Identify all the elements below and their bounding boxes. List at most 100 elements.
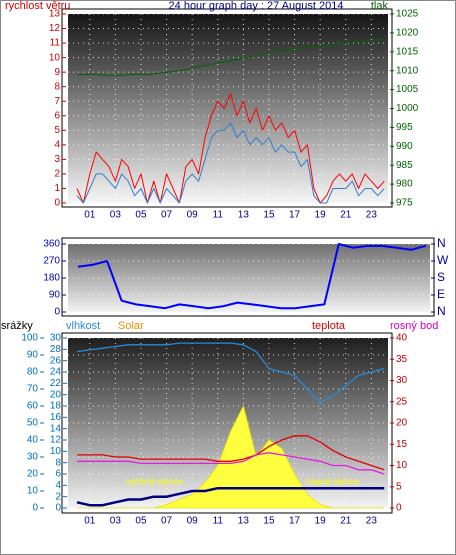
y-tick-label: 10 xyxy=(49,52,61,63)
x-tick-label: 09 xyxy=(187,210,199,221)
line xyxy=(76,486,385,507)
y-tick-label: S xyxy=(437,270,445,284)
y-tick-label: 6 xyxy=(54,110,60,121)
y-tick-label: 5 xyxy=(54,125,60,136)
x-tick-label: 01 xyxy=(84,516,96,527)
y-tick-label: 60 xyxy=(27,401,39,412)
y-tick-label: 30 xyxy=(396,375,408,386)
y-tick-label: 70 xyxy=(27,384,39,395)
x-tick-label: 05 xyxy=(135,210,147,221)
x-tick-label: 05 xyxy=(135,516,147,527)
y-tick-label: 1 xyxy=(54,183,60,194)
y-tick-label: 8 xyxy=(54,81,60,92)
y-tick-label: 50 xyxy=(27,418,39,429)
y-tick-label: 1015 xyxy=(396,46,419,57)
y-tick-label: 10 xyxy=(50,446,62,457)
line xyxy=(77,435,385,471)
x-tick-label: 17 xyxy=(289,210,301,221)
x-tick-label: 11 xyxy=(213,210,224,221)
x-tick-label: 23 xyxy=(366,516,378,527)
y-tick-label: N xyxy=(437,304,446,318)
y-tick-label: 90 xyxy=(49,290,61,301)
annotation: západ slunce xyxy=(306,476,359,486)
line xyxy=(77,452,385,475)
y-tick-label: 26 xyxy=(50,355,62,366)
y-tick-label: 1025 xyxy=(396,9,419,20)
y-tick-label: 0 xyxy=(54,198,60,209)
y-tick-label: 0 xyxy=(54,307,60,318)
line xyxy=(76,122,385,204)
y-tick-label: 22 xyxy=(50,378,62,389)
y-tick-label: 990 xyxy=(396,141,413,152)
x-tick-label: 19 xyxy=(315,210,327,221)
legend-label: srážky xyxy=(1,320,33,332)
annotation: východ slunce xyxy=(126,476,183,486)
x-tick-label: 13 xyxy=(238,210,250,221)
y-tick-label: 9 xyxy=(54,67,60,78)
x-tick-label: 13 xyxy=(238,516,250,527)
legend-label: rychlost větru xyxy=(5,0,70,12)
line xyxy=(77,243,426,310)
y-tick-label: 25 xyxy=(396,396,408,407)
line xyxy=(76,342,385,404)
legend-label: vlhkost xyxy=(66,320,100,332)
y-tick-label: 975 xyxy=(396,198,413,209)
y-tick-label: 12 xyxy=(49,23,61,34)
y-tick-label: N xyxy=(437,236,446,250)
y-tick-label: 40 xyxy=(396,333,408,344)
x-tick-label: 07 xyxy=(161,210,173,221)
y-tick-label: 100 xyxy=(21,333,38,344)
y-tick-label: 270 xyxy=(43,256,60,267)
y-tick-label: 2 xyxy=(55,491,61,502)
y-tick-label: 20 xyxy=(50,389,62,400)
y-tick-label: 5 xyxy=(396,481,402,492)
y-tick-label: 1000 xyxy=(396,103,419,114)
x-tick-label: 21 xyxy=(340,210,352,221)
y-tick-label: 30 xyxy=(27,452,39,463)
legend-label: rosný bod xyxy=(390,320,438,332)
y-tick-label: 985 xyxy=(396,160,413,171)
y-tick-label: 40 xyxy=(27,435,39,446)
x-tick-label: 23 xyxy=(366,210,378,221)
y-tick-label: 4 xyxy=(55,480,61,491)
y-tick-label: 16 xyxy=(50,412,62,423)
y-tick-label: 20 xyxy=(27,469,39,480)
y-tick-label: 7 xyxy=(54,96,60,107)
y-tick-label: 12 xyxy=(50,435,62,446)
y-tick-label: 80 xyxy=(27,367,39,378)
x-tick-label: 09 xyxy=(187,516,199,527)
y-tick-label: 35 xyxy=(396,354,408,365)
y-tick-label: 28 xyxy=(50,344,62,355)
y-tick-label: 18 xyxy=(50,401,62,412)
y-tick-label: E xyxy=(437,287,445,301)
y-tick-label: 0 xyxy=(32,503,38,514)
chart-title: 24 hour graph day : 27 August 2014 xyxy=(169,0,344,12)
x-tick-label: 15 xyxy=(263,516,275,527)
y-tick-label: 15 xyxy=(396,439,408,450)
y-tick-label: 0 xyxy=(396,503,402,514)
line xyxy=(76,93,385,204)
y-tick-label: 30 xyxy=(50,333,62,344)
legend-label: teplota xyxy=(312,320,346,332)
x-tick-label: 03 xyxy=(110,210,122,221)
legend-label: Solar xyxy=(118,320,144,332)
x-tick-label: 03 xyxy=(110,516,122,527)
y-tick-label: 11 xyxy=(50,38,61,49)
area xyxy=(77,404,385,509)
x-tick-label: 21 xyxy=(340,516,352,527)
x-tick-label: 11 xyxy=(213,516,224,527)
y-tick-label: 980 xyxy=(396,179,413,190)
y-tick-label: 180 xyxy=(43,273,60,284)
x-tick-label: 01 xyxy=(84,210,96,221)
y-tick-label: 3 xyxy=(54,154,60,165)
legend-label: tlak xyxy=(371,0,389,12)
y-tick-label: 90 xyxy=(27,350,39,361)
y-tick-label: 1020 xyxy=(396,28,419,39)
y-tick-label: 24 xyxy=(50,367,62,378)
plot-bg xyxy=(68,14,388,203)
y-tick-label: 995 xyxy=(396,122,413,133)
x-tick-label: 17 xyxy=(289,516,301,527)
y-tick-label: 1005 xyxy=(396,84,419,95)
